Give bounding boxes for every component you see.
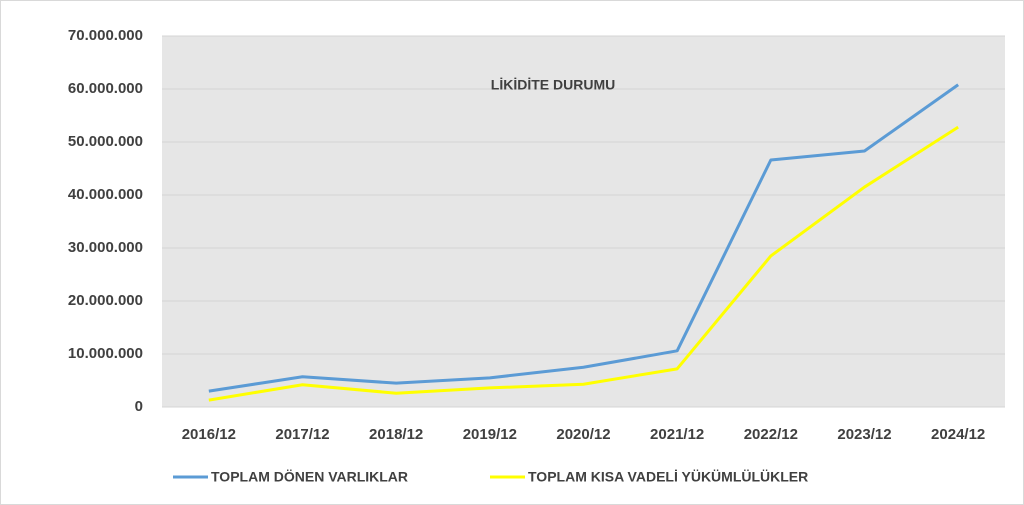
- y-tick-label: 60.000.000: [68, 80, 143, 97]
- y-tick-label: 70.000.000: [68, 27, 143, 44]
- x-tick-label: 2023/12: [837, 426, 891, 443]
- legend-label: TOPLAM KISA VADELİ YÜKÜMLÜLÜKLER: [528, 469, 808, 485]
- y-tick-label: 20.000.000: [68, 292, 143, 309]
- y-tick-label: 40.000.000: [68, 186, 143, 203]
- x-tick-label: 2019/12: [463, 426, 517, 443]
- plot-area: [162, 36, 1005, 407]
- chart-title: LİKİDİTE DURUMU: [491, 77, 615, 93]
- y-tick-label: 10.000.000: [68, 345, 143, 362]
- y-tick-label: 30.000.000: [68, 239, 143, 256]
- x-tick-label: 2021/12: [650, 426, 704, 443]
- y-tick-label: 50.000.000: [68, 133, 143, 150]
- x-tick-label: 2018/12: [369, 426, 423, 443]
- x-tick-label: 2017/12: [275, 426, 329, 443]
- x-tick-label: 2020/12: [556, 426, 610, 443]
- x-tick-label: 2022/12: [744, 426, 798, 443]
- x-tick-label: 2016/12: [182, 426, 236, 443]
- legend-label: TOPLAM DÖNEN VARLIKLAR: [211, 469, 408, 485]
- line-series: [208, 125, 959, 402]
- line-series: [208, 83, 960, 393]
- y-tick-label: 0: [135, 398, 143, 415]
- x-tick-label: 2024/12: [931, 426, 985, 443]
